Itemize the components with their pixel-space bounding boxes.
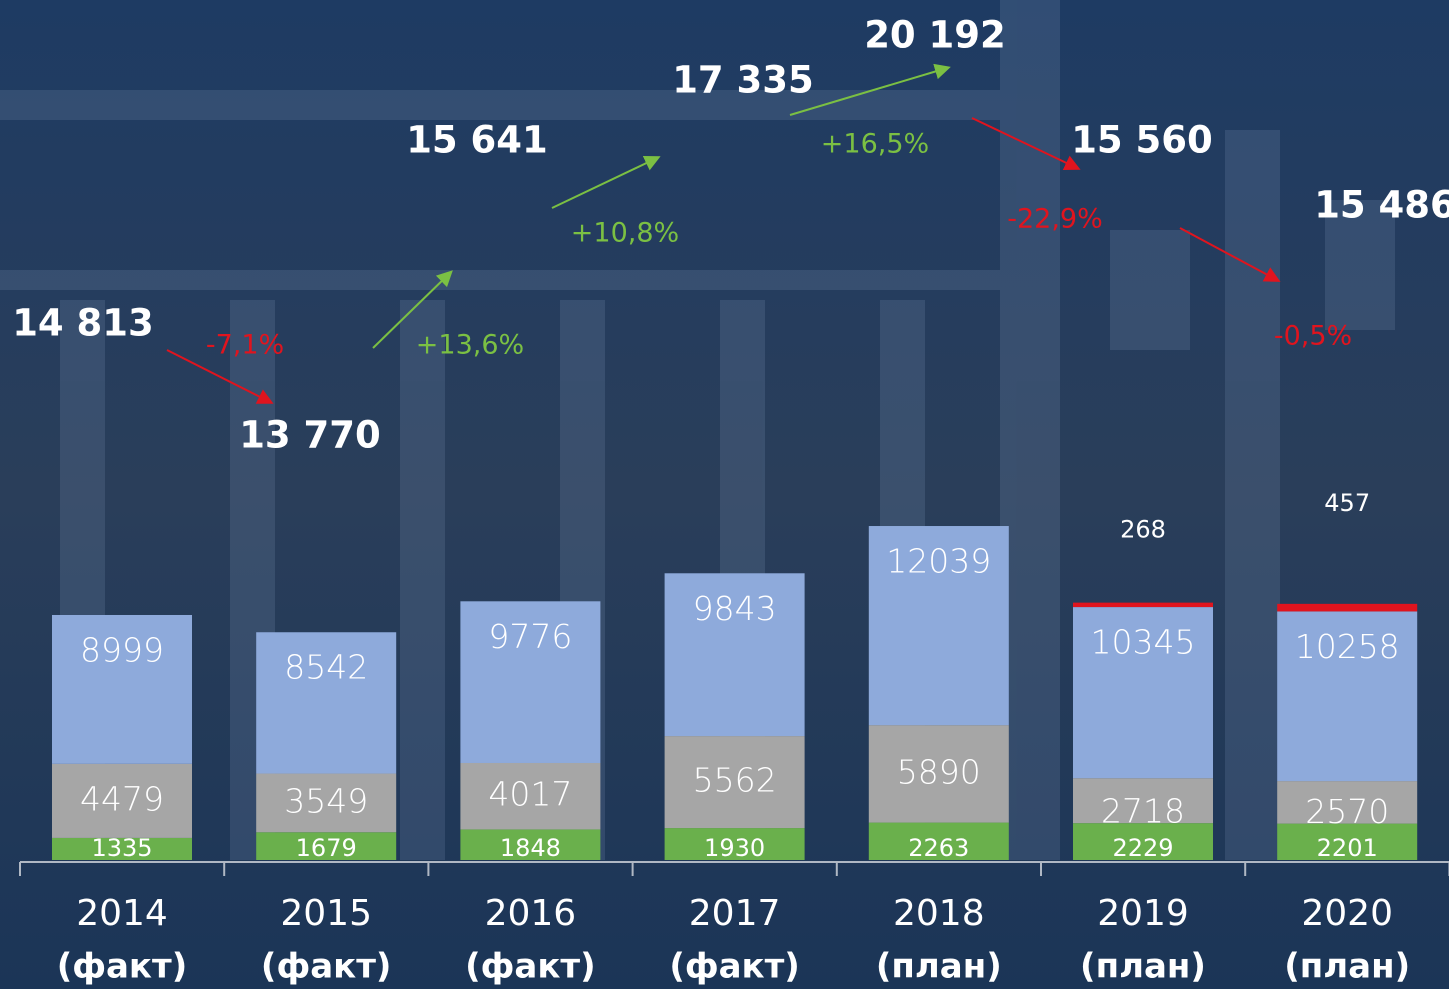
data-label: 8999 (80, 630, 164, 669)
x-tick-note: (факт) (57, 947, 188, 987)
bar-segment (256, 773, 397, 833)
bar-segment (1277, 603, 1418, 612)
change-arrow (971, 117, 1081, 171)
change-label: -7,1% (206, 330, 284, 361)
data-label: 5890 (897, 752, 981, 791)
plot: 1335 4479 8999 2014 (факт) 1679 3549 8542 2015 (ф… (12, 14, 1449, 987)
bar-segment (460, 601, 601, 763)
bar-segment (52, 763, 192, 838)
data-label: 457 (1324, 489, 1370, 517)
x-tick-label: 2016 (485, 893, 577, 934)
data-label: 1848 (500, 834, 561, 862)
bar-segment (52, 837, 192, 860)
data-label: 1679 (296, 834, 357, 862)
total-label: 14 813 (12, 302, 154, 345)
x-tick-note: (факт) (261, 947, 392, 987)
change-label: +16,5% (821, 129, 929, 160)
data-label: 4479 (80, 779, 164, 818)
total-label: 15 641 (406, 119, 548, 162)
x-tick-label: 2017 (689, 893, 781, 934)
data-label: 2718 (1101, 792, 1185, 831)
x-tick-label: 2018 (893, 893, 985, 934)
change-arrow (166, 349, 274, 404)
bar-segment (1277, 781, 1418, 824)
x-tick-note: (план) (876, 947, 1002, 987)
bar-segment (1073, 823, 1213, 860)
bar-segment (664, 736, 805, 829)
data-label: 9776 (488, 617, 572, 656)
change-arrow (789, 63, 951, 116)
x-tick-label: 2019 (1097, 893, 1189, 934)
bar-segment (256, 832, 397, 860)
data-label: 2201 (1317, 834, 1378, 862)
change-arrow (551, 155, 661, 209)
x-tick-label: 2015 (280, 893, 372, 934)
data-label: 9843 (693, 589, 777, 628)
data-label: 8542 (284, 648, 368, 687)
change-label: +13,6% (416, 330, 524, 361)
data-label: 1335 (91, 834, 152, 862)
data-label: 12039 (886, 542, 991, 581)
data-label: 10258 (1295, 627, 1400, 666)
bar-segment (868, 526, 1009, 726)
total-label: 15 486 (1314, 184, 1449, 227)
x-tick-note: (факт) (669, 947, 800, 987)
x-tick-note: (план) (1284, 947, 1410, 987)
total-label: 13 770 (239, 414, 381, 457)
x-tick-label: 2014 (76, 893, 168, 934)
bar-segment (1073, 602, 1213, 608)
data-label: 10345 (1091, 623, 1196, 662)
change-label: -22,9% (1007, 204, 1103, 235)
bar-segment (1073, 607, 1213, 779)
data-label: 5562 (693, 761, 777, 800)
data-label: 3549 (284, 781, 368, 820)
bar-segment (1277, 823, 1418, 860)
bar-segment (1277, 611, 1418, 782)
x-tick-note: (план) (1080, 947, 1206, 987)
data-label: 2263 (908, 834, 969, 862)
change-label: -0,5% (1274, 321, 1352, 352)
total-label: 20 192 (864, 14, 1006, 57)
bar-segment (1073, 778, 1213, 824)
bar-segment (664, 828, 805, 860)
change-arrow (372, 270, 453, 349)
bar-segment (868, 822, 1009, 860)
data-label: 2570 (1305, 792, 1389, 831)
data-label: 2229 (1112, 834, 1173, 862)
change-label: +10,8% (571, 218, 679, 249)
bar-segment (664, 573, 805, 737)
bar-segment (868, 725, 1009, 823)
change-arrow (1179, 227, 1281, 282)
total-label: 17 335 (672, 59, 814, 102)
x-tick-note: (факт) (465, 947, 596, 987)
bar-segment (460, 762, 601, 830)
data-label: 1930 (704, 834, 765, 862)
total-label: 15 560 (1071, 119, 1213, 162)
data-label: 268 (1120, 516, 1166, 544)
data-label: 4017 (488, 775, 572, 814)
bar-segment (52, 614, 192, 764)
bar-segment (256, 632, 397, 774)
x-tick-label: 2020 (1301, 893, 1393, 934)
bar-segment (460, 829, 601, 860)
